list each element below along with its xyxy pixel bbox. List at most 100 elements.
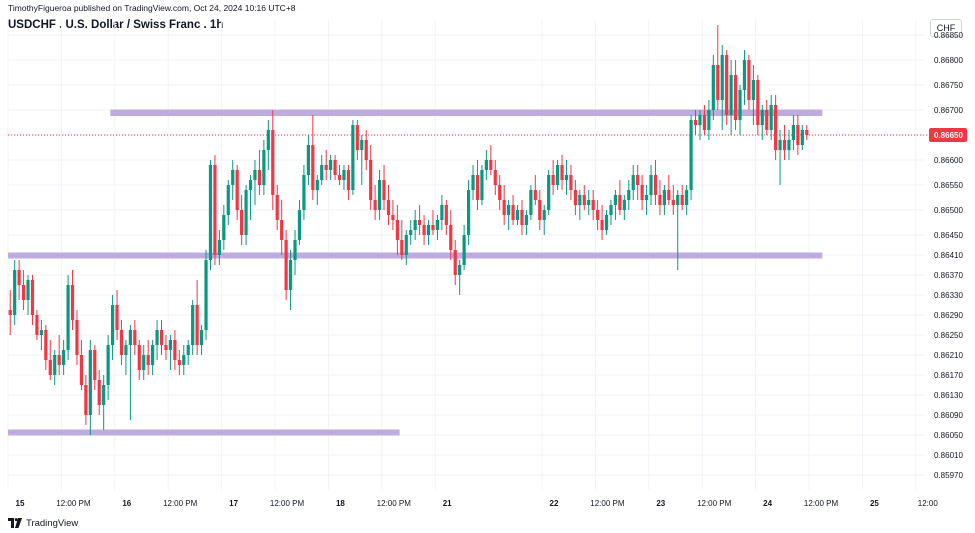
candle-body (578, 195, 582, 205)
candle-bullish (760, 105, 764, 140)
candle-bullish (587, 190, 591, 215)
candle-body (413, 220, 417, 230)
candle-body (627, 190, 631, 200)
candle-bullish (168, 335, 173, 370)
candle-bullish (351, 120, 355, 195)
candle-bearish (75, 310, 79, 365)
candle-body (698, 115, 702, 125)
candle-bullish (302, 165, 306, 220)
candle-bearish (671, 185, 675, 215)
candle-bullish (102, 375, 106, 430)
candle-bullish (555, 160, 560, 190)
candle-bullish (288, 250, 293, 310)
candle-bullish (404, 230, 408, 265)
y-tick-label: 0.86800 (934, 56, 963, 65)
candle-body (600, 220, 604, 230)
candle-body (79, 355, 84, 385)
candle-body (711, 65, 715, 110)
x-tick-label: 21 (443, 499, 452, 508)
candle-body (800, 130, 804, 145)
candle-bearish (582, 185, 586, 210)
candle-body (747, 60, 751, 100)
candle-bearish (400, 220, 404, 260)
candle-body (346, 170, 351, 190)
candle-body (471, 175, 475, 190)
currency-badge[interactable]: CHF (930, 19, 962, 37)
candle-body (400, 240, 404, 255)
candle-bearish (146, 340, 150, 375)
candle-bullish (426, 220, 431, 245)
candle-bullish (529, 185, 533, 220)
candle-bullish (342, 165, 346, 190)
candle-bullish (297, 200, 302, 245)
x-tick-label: 12:00 PM (590, 499, 625, 508)
x-tick-label: 12:00 PM (377, 499, 412, 508)
candle-bearish (8, 290, 12, 335)
candle-bearish (159, 320, 164, 355)
x-tick-label: 15 (16, 499, 25, 508)
candle-body (155, 330, 159, 345)
candle-bearish (115, 290, 119, 340)
candle-body (324, 165, 328, 170)
candle-body (360, 140, 364, 150)
candle-bearish (511, 195, 515, 225)
candle-bullish (253, 160, 257, 205)
candle-body (329, 160, 333, 170)
candle-bullish (604, 210, 609, 235)
candle-body (466, 190, 471, 235)
candle-body (146, 355, 150, 365)
candle-bearish (346, 165, 351, 200)
candle-body (778, 140, 782, 150)
candle-bearish (195, 280, 199, 355)
candle-bullish (742, 50, 747, 105)
candle-body (191, 305, 195, 345)
tradingview-logo[interactable]: TradingView (8, 516, 78, 530)
candle-body (782, 140, 787, 150)
candle-body (569, 175, 573, 190)
candle-body (591, 200, 595, 210)
candle-body (609, 205, 613, 215)
candle-bullish (644, 185, 649, 215)
candle-body (142, 355, 146, 370)
candle-bearish (618, 180, 622, 215)
candle-bearish (422, 215, 426, 245)
candle-bullish (124, 340, 128, 375)
candle-body (62, 350, 66, 365)
candle-bullish (627, 180, 631, 210)
candle-body (75, 320, 79, 355)
candle-bearish (391, 200, 395, 230)
candle-body (520, 210, 524, 225)
candle-bearish (137, 340, 141, 380)
candle-body (658, 195, 662, 205)
candle-bullish (778, 130, 782, 185)
candle-bearish (373, 185, 377, 220)
candle-body (462, 235, 466, 265)
candle-bullish (738, 85, 742, 135)
candle-bullish (524, 210, 529, 235)
candle-bullish (199, 325, 204, 355)
candle-bearish (658, 180, 662, 215)
candle-body (159, 330, 164, 345)
candle-bullish (542, 205, 546, 235)
candle-bullish (110, 295, 115, 360)
candle-bearish (805, 125, 809, 140)
candle-body (186, 345, 190, 355)
candle-body (293, 240, 297, 260)
candle-body (151, 345, 155, 365)
candle-body (253, 170, 257, 180)
time-axis[interactable]: 15 12:00 PM 16 12:00 PM 17 12:00 PM 18 12:00 PM… (16, 499, 939, 508)
y-tick-label: 0.86370 (934, 271, 963, 280)
candle-body (805, 130, 809, 135)
candle-body (489, 160, 493, 170)
candle-bearish (747, 55, 751, 110)
candle-body (515, 210, 520, 220)
candle-body (502, 200, 506, 215)
candle-bullish (791, 115, 796, 150)
candle-bullish (613, 190, 618, 220)
candle-bullish (484, 150, 488, 180)
y-tick-label: 0.85970 (934, 471, 963, 480)
price-axis[interactable]: 0.86850 0.86800 0.86750 0.86700 0.86650 0.866… (929, 31, 967, 480)
candle-body (680, 195, 684, 205)
candle-body (248, 180, 253, 190)
